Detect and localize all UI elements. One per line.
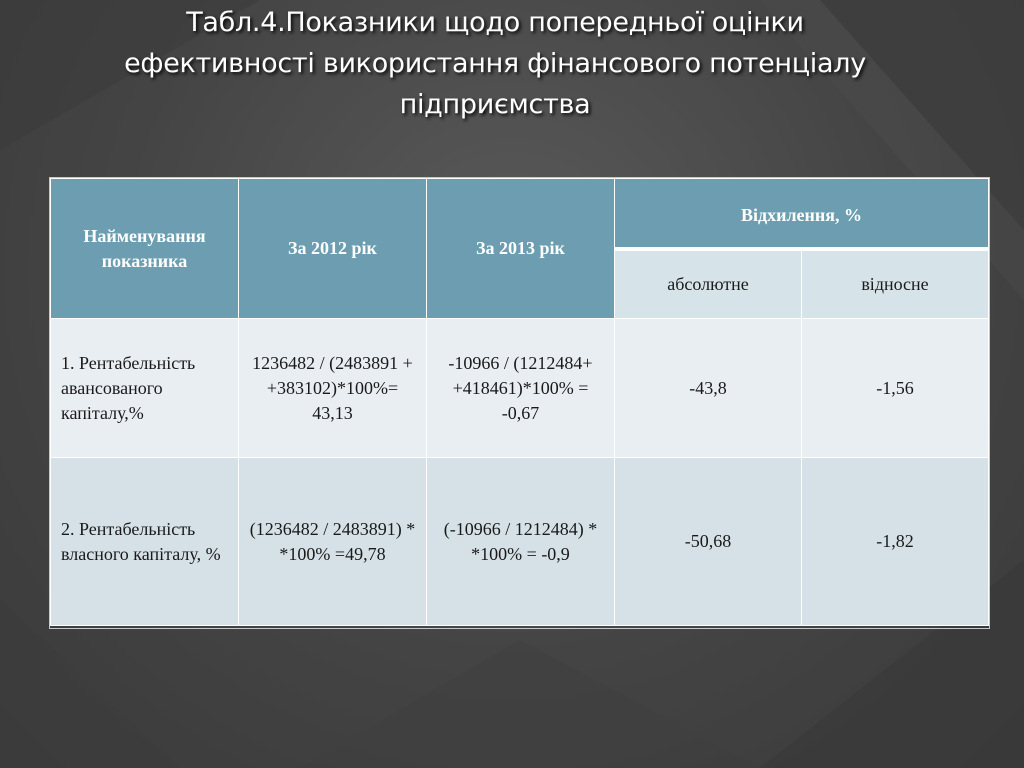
header-2012: За 2012 рік [238,178,427,319]
table-subheader-row: абсолютне відносне [51,246,989,319]
header-absolute: абсолютне [614,246,802,319]
row-1-2013: -10966 / (1212484+ +418461)*100% = -0,67 [426,318,615,458]
table-row: 2. Рентабельність власного капіталу, % (… [50,457,989,626]
row-2-2013: (-10966 / 1212484) * *100% = -0,9 [426,457,615,626]
header-name: Найменування показника [50,178,239,319]
row-1-2012: 1236482 / (2483891 + +383102)*100%= 43,1… [238,318,427,458]
row-1-name: 1. Рентабельність авансованого капіталу,… [50,318,239,458]
title-line-3: підприємства [399,89,591,120]
row-1-absolute: -43,8 [614,318,802,458]
header-deviation: Відхилення, % [614,178,989,249]
header-2013: За 2013 рік [426,178,615,319]
row-2-2012: (1236482 / 2483891) * *100% =49,78 [238,457,427,626]
row-2-name: 2. Рентабельність власного капіталу, % [50,457,239,626]
slide-title: Табл.4.Показники щодо попередньої оцінки… [40,2,950,125]
indicators-table: Найменування показника За 2012 рік За 20… [50,178,989,626]
row-1-relative: -1,56 [801,318,989,458]
title-line-1: Табл.4.Показники щодо попередньої оцінки [186,7,804,38]
header-relative: відносне [801,246,989,319]
row-2-absolute: -50,68 [614,457,802,626]
table-header-row: Найменування показника За 2012 рік За 20… [50,178,989,319]
title-line-2: ефективності використання фінансового по… [124,48,866,79]
table-row: 1. Рентабельність авансованого капіталу,… [50,318,989,458]
row-2-relative: -1,82 [801,457,989,626]
